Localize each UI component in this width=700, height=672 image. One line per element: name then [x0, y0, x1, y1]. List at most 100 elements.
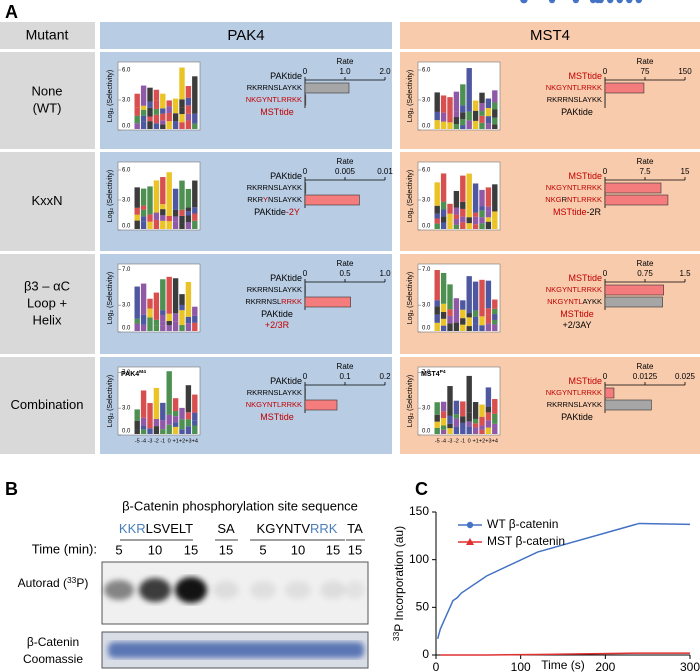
logo-x-label: -2 [454, 438, 459, 444]
logo-glyph [466, 68, 472, 112]
rate-label: Rate [337, 362, 354, 371]
series-line [440, 652, 690, 656]
logo-glyph [460, 428, 466, 434]
logo-glyph [140, 85, 147, 106]
peptide-name-part: MSTtide [560, 309, 594, 319]
y-axis-label-sup: 33 [391, 631, 401, 641]
logo-glyph [153, 426, 160, 434]
lane-time: 10 [291, 542, 305, 557]
logo-glyph [166, 172, 172, 216]
lane-time: 10 [148, 542, 162, 557]
logo-glyph [485, 387, 492, 407]
logo-glyph [192, 315, 198, 323]
logo-x-label: -4 [141, 438, 146, 444]
rate-tick-label: 0 [303, 167, 308, 176]
logo-glyph [147, 214, 153, 222]
logo-x-label: +3 [485, 438, 491, 444]
lane-time: 5 [115, 542, 122, 557]
logo-glyph [140, 209, 147, 217]
rate-tick-label: 0.0125 [633, 372, 658, 381]
logo-glyph [166, 100, 172, 107]
bar-sequence-part: RKRRNSLAYKK [247, 285, 302, 294]
logo-glyph [160, 108, 166, 114]
rate-tick-label: 15 [681, 167, 690, 176]
logo-glyph [140, 205, 147, 210]
logo-x-label: +4 [492, 438, 498, 444]
logo-glyph [153, 387, 160, 419]
logo-glyph [460, 125, 466, 129]
rate-tick-label: 0 [603, 269, 608, 278]
site-sequence: SA [217, 521, 235, 536]
logo-glyph [172, 209, 179, 217]
logo-glyph [160, 314, 166, 322]
logo-glyph [434, 322, 440, 331]
logo-glyph [460, 208, 466, 217]
logo-glyph [172, 221, 179, 229]
logo-y-label: Log2 (Selectivity) [407, 170, 415, 223]
logo-glyph [179, 114, 185, 123]
bar-sequence-part: RRKK [281, 297, 302, 306]
logo-y-label: Log2 (Selectivity) [107, 170, 115, 223]
rate-tick-label: 7.5 [639, 167, 651, 176]
logo-glyph [466, 326, 472, 331]
logo-glyph [166, 276, 172, 314]
logo-glyph [166, 221, 172, 229]
site-sequence-part: SA [217, 521, 235, 536]
logo-glyph [472, 423, 479, 428]
bar-sequence: RKRRNSLAYKK [547, 95, 602, 104]
peptide-name-part: -2R [587, 207, 602, 217]
logo-glyph [147, 428, 153, 434]
logo-title: MST4P4 [421, 369, 446, 378]
logo-glyph [472, 323, 479, 331]
rate-label: Rate [637, 362, 654, 371]
logo-glyph [179, 209, 185, 216]
autorad-label: Autorad (33P) [18, 575, 89, 590]
logo-tick-label: 0.0 [422, 124, 431, 130]
logo-glyph [179, 419, 185, 430]
logo-y-label-sub: 2 [109, 108, 115, 111]
autorad-label-part: Autorad ( [18, 576, 67, 590]
logo-glyph [453, 111, 460, 118]
logo-glyph [447, 428, 453, 434]
y-tick-label: 50 [416, 600, 430, 614]
logo-glyph [492, 102, 498, 110]
peptide-name: MSTtide [560, 309, 594, 319]
rate-tick-label: 0.1 [339, 372, 351, 381]
lane-time: 5 [259, 542, 266, 557]
logo-glyph [453, 418, 460, 427]
site-sequence-part: KKR [119, 521, 146, 536]
rate-tick-label: 0.005 [335, 167, 356, 176]
logo-glyph [492, 308, 498, 315]
logo-glyph [460, 422, 466, 429]
logo-glyph [466, 276, 472, 314]
logo-glyph [485, 308, 492, 315]
bar-sequence: NKGYNTLRRKK [246, 400, 302, 409]
logo-glyph [134, 420, 140, 430]
mutant-cell [0, 152, 95, 251]
logo-glyph [485, 206, 492, 212]
logo-glyph [434, 402, 440, 415]
logo-tick-label: 3.0 [122, 98, 131, 104]
logo-glyph [492, 314, 498, 320]
logo-glyph [447, 309, 453, 316]
logo-glyph [134, 107, 140, 116]
mutant-cell [0, 357, 95, 454]
logo-glyph [192, 420, 198, 426]
logo-glyph [134, 323, 140, 331]
logo-x-label: +4 [192, 438, 198, 444]
site-sequence-part: RRK [310, 521, 338, 536]
logo-glyph [134, 207, 140, 215]
logo-glyph [179, 180, 185, 210]
peptide-name-part: PAKtide [561, 107, 593, 117]
logo-glyph [485, 123, 492, 129]
logo-tick-label: 0.0 [122, 224, 131, 230]
logo-tick-label: 0.0 [122, 124, 131, 130]
logo-glyph [440, 411, 447, 419]
logo-tick-label: 7.0 [122, 370, 131, 376]
logo-x-label: -5 [435, 438, 440, 444]
logo-glyph [466, 375, 472, 413]
peptide-name: MSTtide [260, 107, 294, 117]
peptide-name: +2/3AY [562, 320, 591, 330]
autorad-label-sup: 33 [67, 575, 77, 585]
logo-y-label-part: (Selectivity) [407, 272, 414, 310]
